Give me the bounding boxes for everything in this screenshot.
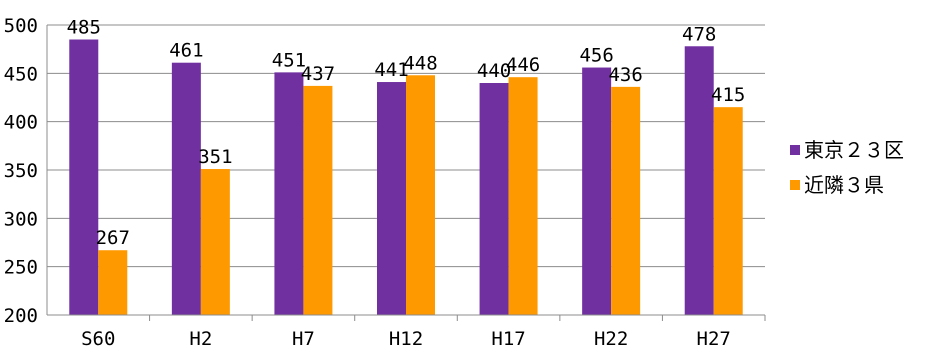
x-tick-label: H27	[697, 328, 731, 350]
y-tick-label: 450	[4, 63, 38, 85]
bars	[69, 39, 743, 316]
bar-tokyo23	[171, 62, 201, 316]
y-tick-label: 350	[4, 160, 38, 182]
data-label: 267	[96, 227, 130, 249]
x-tick-label: H17	[491, 328, 525, 350]
x-tick-label: H7	[292, 328, 315, 350]
bar-neighbor3	[200, 169, 230, 315]
data-label: 478	[682, 23, 716, 45]
y-tick-label: 200	[4, 305, 38, 327]
data-label: 351	[198, 146, 232, 168]
data-label: 415	[711, 84, 745, 106]
axes: 200 250 300 350 400 450 500 S60 H2 H7 H12 H17 H22 H27	[4, 15, 766, 350]
data-label: 456	[579, 45, 613, 67]
data-label: 441	[374, 59, 408, 81]
legend-label: 東京２３区	[804, 138, 904, 162]
bar-tokyo23	[274, 72, 304, 315]
bar-neighbor3	[611, 86, 641, 315]
bar-tokyo23	[684, 46, 714, 316]
data-label: 448	[403, 52, 437, 74]
bar-tokyo23	[377, 82, 406, 316]
y-tick-label: 500	[4, 15, 38, 37]
bar-neighbor3	[303, 85, 333, 316]
bar-neighbor3	[508, 77, 538, 315]
x-tick-label: H22	[594, 328, 628, 350]
x-tick-label: H2	[189, 328, 212, 350]
y-tick-label: 300	[4, 208, 38, 230]
bar-tokyo23	[582, 67, 612, 316]
y-tick-label: 400	[4, 112, 38, 134]
data-label: 485	[67, 17, 101, 39]
bar-tokyo23	[69, 39, 99, 315]
legend-label: 近隣３県	[804, 173, 884, 197]
data-label: 451	[272, 49, 306, 71]
bar-tokyo23	[479, 83, 509, 315]
y-tick-label: 250	[4, 257, 38, 279]
bar-neighbor3	[713, 107, 743, 316]
data-label: 436	[608, 64, 642, 86]
data-label: 461	[169, 40, 203, 62]
x-tick-label: H12	[389, 328, 423, 350]
x-tick-label: S60	[81, 328, 115, 350]
data-label: 446	[506, 54, 540, 76]
bar-neighbor3	[406, 75, 435, 316]
bar-neighbor3	[98, 250, 128, 315]
data-label: 440	[477, 60, 511, 82]
legend-swatch	[790, 145, 800, 155]
legend-swatch	[790, 180, 800, 190]
data-label: 437	[301, 63, 335, 85]
